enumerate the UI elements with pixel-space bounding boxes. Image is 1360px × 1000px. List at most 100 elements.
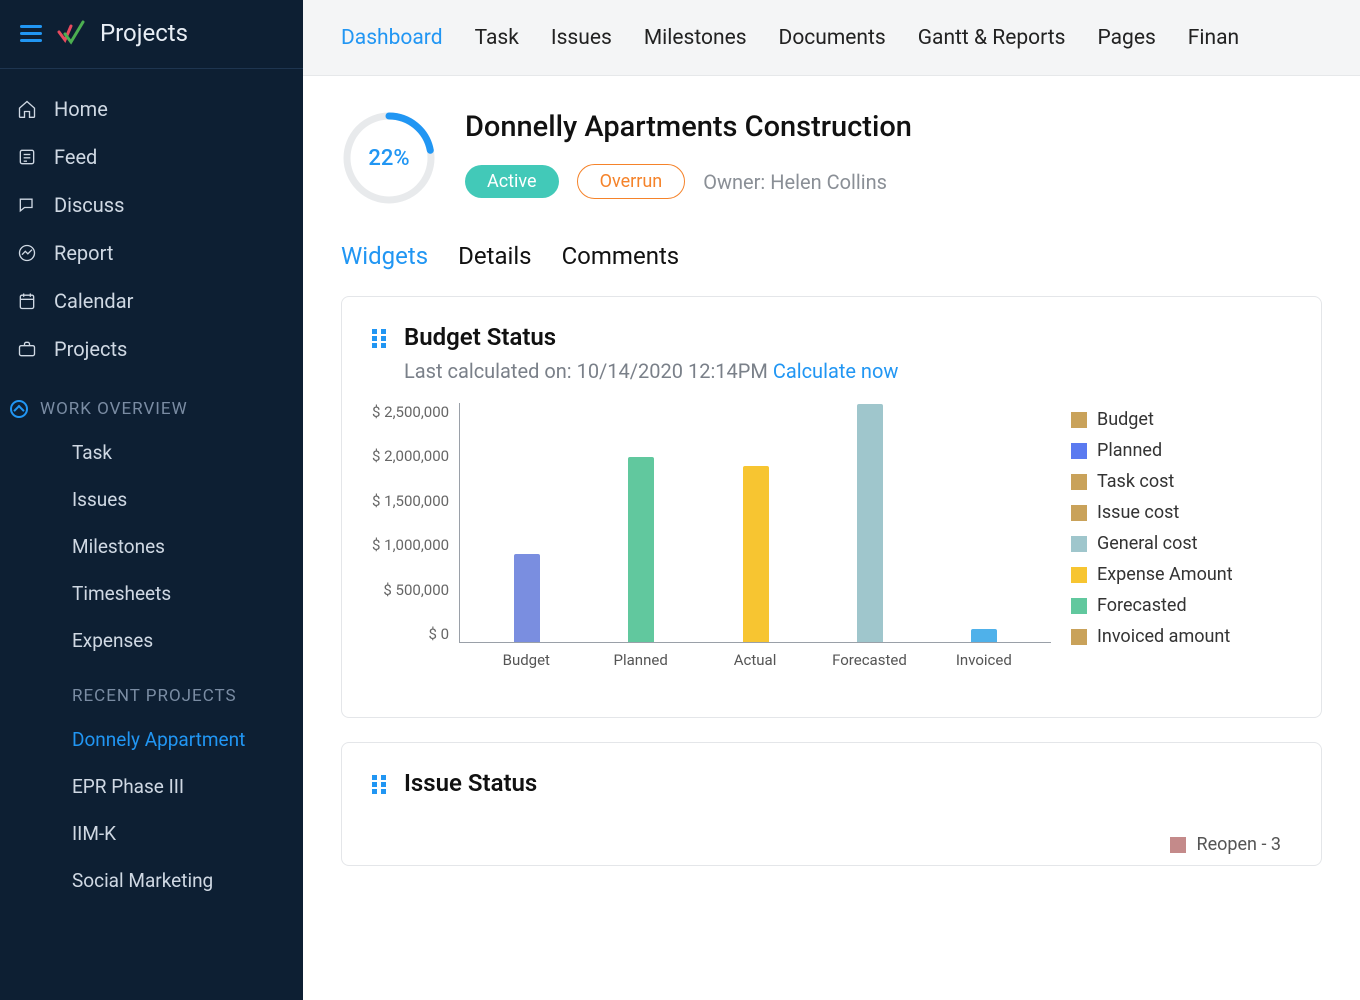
legend-item: Issue cost (1071, 502, 1291, 523)
recent-project-item[interactable]: Donnely Appartment (0, 716, 303, 763)
budget-chart: $ 2,500,000 $ 2,000,000 $ 1,500,000 $ 1,… (372, 403, 1291, 683)
work-task[interactable]: Task (0, 429, 303, 476)
work-milestones[interactable]: Milestones (0, 523, 303, 570)
y-tick: $ 1,000,000 (372, 536, 449, 554)
status-badge: Active (465, 165, 559, 198)
sub-prefix: Last calculated on: (404, 359, 577, 383)
report-icon (16, 242, 38, 264)
x-label: Forecasted (812, 651, 926, 669)
legend-label: Budget (1097, 409, 1154, 430)
tab-gantt[interactable]: Gantt & Reports (918, 26, 1066, 50)
content: 22% Donnelly Apartments Construction Act… (303, 76, 1360, 924)
nav-label: Discuss (54, 193, 124, 217)
plot: BudgetPlannedActualForecastedInvoiced (459, 403, 1051, 683)
calculate-now-link[interactable]: Calculate now (773, 359, 899, 383)
legend-label: Forecasted (1097, 595, 1187, 616)
nav-calendar[interactable]: Calendar (0, 277, 303, 325)
card-title: Budget Status (404, 323, 556, 351)
nav-report[interactable]: Report (0, 229, 303, 277)
card-header: Budget Status (372, 323, 1291, 351)
legend-swatch (1071, 443, 1087, 459)
drag-handle-icon[interactable] (372, 329, 388, 345)
legend-label: Planned (1097, 440, 1162, 461)
legend-item: Forecasted (1071, 595, 1291, 616)
work-overview-header[interactable]: WORK OVERVIEW (0, 383, 303, 429)
legend-item: Expense Amount (1071, 564, 1291, 585)
card-header: Issue Status (372, 769, 1291, 797)
legend-item: Budget (1071, 409, 1291, 430)
work-issues[interactable]: Issues (0, 476, 303, 523)
legend-swatch (1170, 837, 1186, 853)
issue-legend: Reopen - 3 (1170, 834, 1291, 855)
y-tick: $ 0 (428, 625, 449, 643)
card-title: Issue Status (404, 769, 537, 797)
issue-status-card: Issue Status Reopen - 3 (341, 742, 1322, 866)
recent-project-item[interactable]: EPR Phase III (0, 763, 303, 810)
chart-bar (857, 404, 883, 642)
chart-bar (514, 554, 540, 642)
y-tick: $ 500,000 (383, 581, 449, 599)
legend-label: Reopen - 3 (1196, 834, 1281, 855)
legend-label: Invoiced amount (1097, 626, 1230, 647)
section-label: WORK OVERVIEW (40, 399, 188, 419)
subtab-widgets[interactable]: Widgets (341, 242, 428, 270)
recent-project-item[interactable]: Social Marketing (0, 857, 303, 904)
tab-dashboard[interactable]: Dashboard (341, 26, 443, 50)
tab-pages[interactable]: Pages (1097, 26, 1155, 50)
top-nav: Dashboard Task Issues Milestones Documen… (303, 0, 1360, 76)
project-info: Donnelly Apartments Construction Active … (465, 110, 912, 199)
legend-swatch (1071, 505, 1087, 521)
app-title: Projects (100, 19, 188, 47)
y-axis: $ 2,500,000 $ 2,000,000 $ 1,500,000 $ 1,… (372, 403, 459, 643)
sub-tabs: Widgets Details Comments (341, 242, 1322, 270)
calendar-icon (16, 290, 38, 312)
legend-swatch (1071, 567, 1087, 583)
subtab-comments[interactable]: Comments (562, 242, 680, 270)
main: Dashboard Task Issues Milestones Documen… (303, 0, 1360, 1000)
legend-swatch (1071, 598, 1087, 614)
legend-item: Planned (1071, 440, 1291, 461)
nav-discuss[interactable]: Discuss (0, 181, 303, 229)
chart-bar (628, 457, 654, 642)
discuss-icon (16, 194, 38, 216)
chart-bar (743, 466, 769, 642)
feed-icon (16, 146, 38, 168)
nav-feed[interactable]: Feed (0, 133, 303, 181)
app-logo-icon (56, 18, 86, 48)
nav-label: Projects (54, 337, 127, 361)
nav-label: Feed (54, 145, 97, 169)
y-tick: $ 2,500,000 (372, 403, 449, 421)
hamburger-icon[interactable] (20, 25, 42, 42)
recent-project-item[interactable]: IIM-K (0, 810, 303, 857)
legend-item: Task cost (1071, 471, 1291, 492)
project-title: Donnelly Apartments Construction (465, 110, 912, 144)
work-expenses[interactable]: Expenses (0, 617, 303, 664)
y-tick: $ 1,500,000 (372, 492, 449, 510)
progress-ring: 22% (341, 110, 437, 206)
tab-finance[interactable]: Finan (1188, 26, 1239, 50)
x-label: Invoiced (927, 651, 1041, 669)
chevron-up-circle-icon (10, 400, 28, 418)
sidebar-header: Projects (0, 0, 303, 69)
recent-projects-header: RECENT PROJECTS (0, 664, 303, 716)
legend-label: Task cost (1097, 471, 1174, 492)
card-subtitle: Last calculated on: 10/14/2020 12:14PM C… (404, 359, 1291, 383)
work-timesheets[interactable]: Timesheets (0, 570, 303, 617)
nav-projects[interactable]: Projects (0, 325, 303, 373)
tab-milestones[interactable]: Milestones (644, 26, 747, 50)
nav-label: Home (54, 97, 108, 121)
briefcase-icon (16, 338, 38, 360)
drag-handle-icon[interactable] (372, 775, 388, 791)
nav-label: Report (54, 241, 113, 265)
tab-issues[interactable]: Issues (551, 26, 612, 50)
home-icon (16, 98, 38, 120)
subtab-details[interactable]: Details (458, 242, 531, 270)
tab-documents[interactable]: Documents (779, 26, 886, 50)
timestamp: 10/14/2020 12:14PM (577, 359, 768, 383)
tab-task[interactable]: Task (475, 26, 519, 50)
legend-swatch (1071, 629, 1087, 645)
x-label: Planned (583, 651, 697, 669)
sidebar: Projects Home Feed Discuss Report Calend… (0, 0, 303, 1000)
x-label: Budget (469, 651, 583, 669)
nav-home[interactable]: Home (0, 85, 303, 133)
